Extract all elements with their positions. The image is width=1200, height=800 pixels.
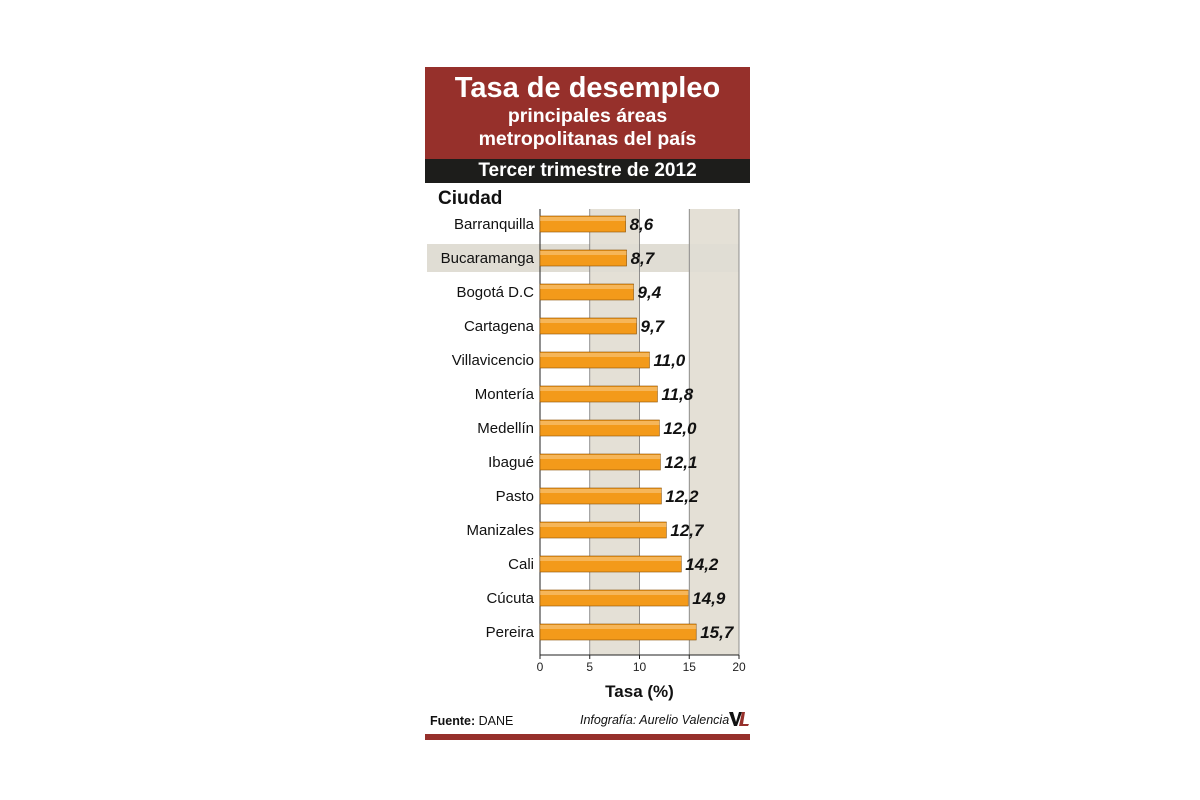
chart-header: Tasa de desempleo principales áreas metr… [425, 67, 750, 159]
category-label: Medellín [477, 420, 534, 437]
chart-subtitle-line2: metropolitanas del país [478, 128, 697, 150]
source-prefix: Fuente: [430, 714, 476, 728]
data-label: 9,7 [641, 317, 666, 336]
data-label: 8,6 [630, 215, 654, 234]
data-label: 12,1 [664, 453, 697, 472]
bar [539, 555, 682, 573]
x-tick-label: 5 [586, 660, 593, 674]
bar [539, 487, 662, 505]
x-tick-label: 10 [633, 660, 647, 674]
category-label: Cali [508, 556, 534, 573]
data-label: 9,4 [638, 283, 662, 302]
vl-logo-icon [729, 712, 749, 726]
category-label: Bucaramanga [441, 250, 535, 267]
bar [539, 521, 667, 539]
data-label: 8,7 [631, 249, 656, 268]
bar-highlight [540, 353, 650, 357]
bar-highlight [540, 421, 660, 425]
bar [539, 623, 697, 641]
category-axis-title: Ciudad [438, 188, 503, 209]
data-label: 14,9 [692, 589, 726, 608]
category-label: Ibagué [488, 454, 534, 471]
data-label: 11,8 [661, 385, 693, 404]
bar [539, 283, 634, 301]
bar-highlight [540, 523, 667, 527]
category-label: Bogotá D.C [456, 284, 534, 301]
period-banner: Tercer trimestre de 2012 [425, 159, 750, 183]
bar [539, 317, 637, 335]
bar [539, 419, 660, 437]
bar-highlight [540, 591, 689, 595]
plot-band-15-20 [689, 209, 739, 655]
bar-highlight [540, 217, 626, 221]
data-label: 11,0 [653, 351, 685, 370]
bar-chart: 0 5 10 15 20 Tasa (%) Barranquilla 8,6 Bucaraman… [427, 209, 746, 701]
category-label: Montería [475, 386, 535, 403]
category-label: Barranquilla [454, 216, 535, 233]
category-label: Cúcuta [486, 590, 534, 607]
data-label: 14,2 [685, 555, 719, 574]
bar-highlight [540, 285, 634, 289]
infographic-card: Tasa de desempleo principales áreas metr… [425, 67, 750, 742]
bar-highlight [540, 489, 662, 493]
data-label: 12,2 [665, 487, 699, 506]
source-note: Fuente: DANE [430, 714, 513, 728]
chart-title: Tasa de desempleo [454, 72, 721, 104]
bar-highlight [540, 625, 697, 629]
category-label: Villavicencio [452, 352, 534, 369]
x-tick-label: 15 [683, 660, 697, 674]
data-label: 12,7 [670, 521, 705, 540]
x-axis-title: Tasa (%) [605, 682, 674, 701]
bar [539, 589, 689, 607]
bar [539, 249, 627, 267]
bar [539, 215, 626, 233]
bar [539, 453, 661, 471]
bar-highlight [540, 387, 658, 391]
category-label: Cartagena [464, 318, 535, 335]
bar [539, 385, 658, 403]
source-value: DANE [478, 714, 514, 728]
x-tick-label: 20 [732, 660, 746, 674]
category-label: Pereira [486, 624, 535, 641]
bar [539, 351, 650, 369]
credit-note: Infografía: Aurelio Valencia [580, 713, 730, 727]
chart-subtitle-line1: principales áreas [507, 105, 668, 127]
bar-highlight [540, 319, 637, 323]
data-label: 12,0 [663, 419, 697, 438]
category-label: Pasto [496, 488, 534, 505]
bar-highlight [540, 455, 661, 459]
bar-highlight [540, 251, 627, 255]
bottom-accent-bar [425, 734, 750, 740]
category-label: Manizales [466, 522, 534, 539]
data-label: 15,7 [700, 623, 735, 642]
x-tick-label: 0 [537, 660, 544, 674]
bar-highlight [540, 557, 682, 561]
